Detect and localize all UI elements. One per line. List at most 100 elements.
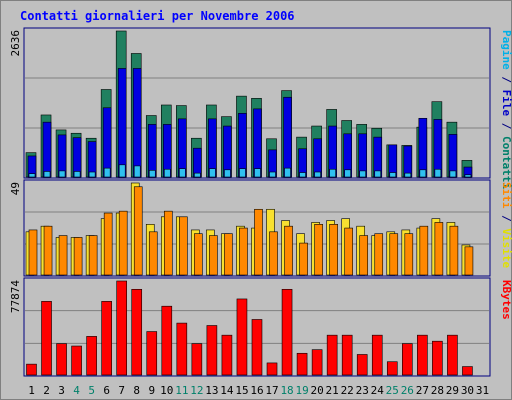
bar-siti-day-26 xyxy=(404,233,414,276)
bar-pagine-day-21 xyxy=(329,168,336,178)
bar-pagine-day-3 xyxy=(58,170,66,178)
bar-siti-day-1 xyxy=(28,229,38,276)
bar-file-day-26 xyxy=(403,145,413,178)
legend-part: KBytes xyxy=(500,280,512,320)
bar-siti-day-8 xyxy=(133,186,143,276)
bar-file-day-4 xyxy=(72,137,82,178)
bar-kbytes-day-23 xyxy=(356,354,368,376)
day-label-14: 14 xyxy=(220,384,234,397)
bar-pagine-day-19 xyxy=(299,172,306,178)
bar-kbytes-day-20 xyxy=(311,349,323,376)
legend-part: Visite xyxy=(500,228,512,268)
day-label-13: 13 xyxy=(205,384,218,397)
bar-siti-day-7 xyxy=(118,210,128,276)
day-label-28: 28 xyxy=(431,384,444,397)
bar-siti-day-3 xyxy=(58,235,68,276)
bar-pagine-day-22 xyxy=(344,169,351,178)
bar-file-day-14 xyxy=(223,125,232,178)
bar-pagine-day-9 xyxy=(148,170,156,178)
bar-pagine-day-13 xyxy=(209,168,216,178)
bar-file-day-27 xyxy=(418,117,428,178)
panel-bottom: 77874 KBytes xyxy=(9,277,512,377)
bar-kbytes-day-3 xyxy=(56,343,67,376)
panel-side-legend: Siti / Visite xyxy=(500,182,512,268)
bar-kbytes-day-25 xyxy=(386,361,398,376)
day-label-7: 7 xyxy=(118,384,125,397)
bar-kbytes-day-7 xyxy=(116,280,127,376)
bar-file-day-9 xyxy=(147,124,157,178)
bar-kbytes-day-27 xyxy=(417,334,428,376)
day-label-9: 9 xyxy=(148,384,155,397)
bar-siti-day-10 xyxy=(163,210,173,276)
bar-kbytes-day-6 xyxy=(101,301,112,376)
bar-kbytes-day-24 xyxy=(371,334,383,376)
bar-siti-day-15 xyxy=(239,227,248,276)
bar-kbytes-day-11 xyxy=(176,322,188,376)
bar-pagine-day-16 xyxy=(254,168,261,178)
bar-siti-day-24 xyxy=(374,233,384,276)
panel-max-label: 77874 xyxy=(9,280,22,313)
bar-kbytes-day-19 xyxy=(296,352,308,376)
bar-pagine-day-26 xyxy=(404,172,412,178)
day-label-17: 17 xyxy=(265,384,278,397)
bar-kbytes-day-17 xyxy=(266,362,278,376)
bar-siti-day-4 xyxy=(73,237,83,276)
bar-siti-day-9 xyxy=(148,231,158,276)
bar-kbytes-day-8 xyxy=(131,288,143,376)
bar-kbytes-day-28 xyxy=(432,340,443,376)
bar-file-day-25 xyxy=(388,144,398,178)
bar-file-day-8 xyxy=(132,68,142,178)
bar-file-day-23 xyxy=(358,133,368,178)
bar-kbytes-day-14 xyxy=(221,334,233,376)
bar-siti-day-14 xyxy=(224,233,233,276)
bar-siti-day-30 xyxy=(464,246,474,276)
bar-file-day-6 xyxy=(102,107,112,178)
bar-siti-day-27 xyxy=(419,225,429,276)
day-label-31: 31 xyxy=(476,384,489,397)
day-label-29: 29 xyxy=(446,384,459,397)
bar-file-day-16 xyxy=(253,108,262,178)
bar-pagine-day-15 xyxy=(239,168,246,178)
bar-pagine-day-11 xyxy=(179,168,186,178)
bar-pagine-day-7 xyxy=(118,164,126,178)
bar-kbytes-day-4 xyxy=(71,345,82,376)
bar-pagine-day-1 xyxy=(28,173,36,178)
bar-pagine-day-5 xyxy=(88,171,96,178)
day-label-15: 15 xyxy=(235,384,248,397)
bar-pagine-day-29 xyxy=(449,170,457,178)
bar-siti-day-28 xyxy=(434,222,444,276)
bar-siti-day-13 xyxy=(209,235,218,276)
bar-kbytes-day-15 xyxy=(236,298,248,376)
bar-pagine-day-25 xyxy=(389,172,397,178)
panel-side-legend: KBytes xyxy=(500,280,512,320)
bar-siti-day-22 xyxy=(344,227,353,276)
bar-pagine-day-24 xyxy=(374,170,382,178)
day-label-30: 30 xyxy=(461,384,474,397)
bar-pagine-day-20 xyxy=(314,171,321,178)
bar-pagine-day-10 xyxy=(163,168,171,178)
bar-kbytes-day-5 xyxy=(86,336,97,376)
bar-kbytes-day-10 xyxy=(161,305,173,376)
bar-pagine-day-23 xyxy=(359,170,367,178)
bar-file-day-15 xyxy=(238,113,247,178)
day-label-2: 2 xyxy=(43,384,50,397)
day-label-4: 4 xyxy=(73,384,80,397)
bar-siti-day-2 xyxy=(43,225,53,276)
day-label-23: 23 xyxy=(356,384,369,397)
bar-kbytes-day-1 xyxy=(26,363,37,376)
bar-pagine-day-8 xyxy=(133,165,141,178)
bar-pagine-day-6 xyxy=(103,167,111,178)
bar-file-day-11 xyxy=(178,118,187,178)
bar-siti-day-6 xyxy=(103,212,113,276)
legend-part: / xyxy=(500,209,512,229)
bar-file-day-5 xyxy=(87,141,97,178)
bar-file-day-12 xyxy=(193,147,202,178)
bar-kbytes-day-9 xyxy=(146,331,158,376)
day-label-5: 5 xyxy=(88,384,95,397)
panel-max-label: 2636 xyxy=(9,30,22,57)
day-label-10: 10 xyxy=(160,384,173,397)
bar-siti-day-5 xyxy=(88,235,98,276)
panel-mid: 49 Siti / Visite xyxy=(9,179,512,277)
day-label-27: 27 xyxy=(416,384,429,397)
